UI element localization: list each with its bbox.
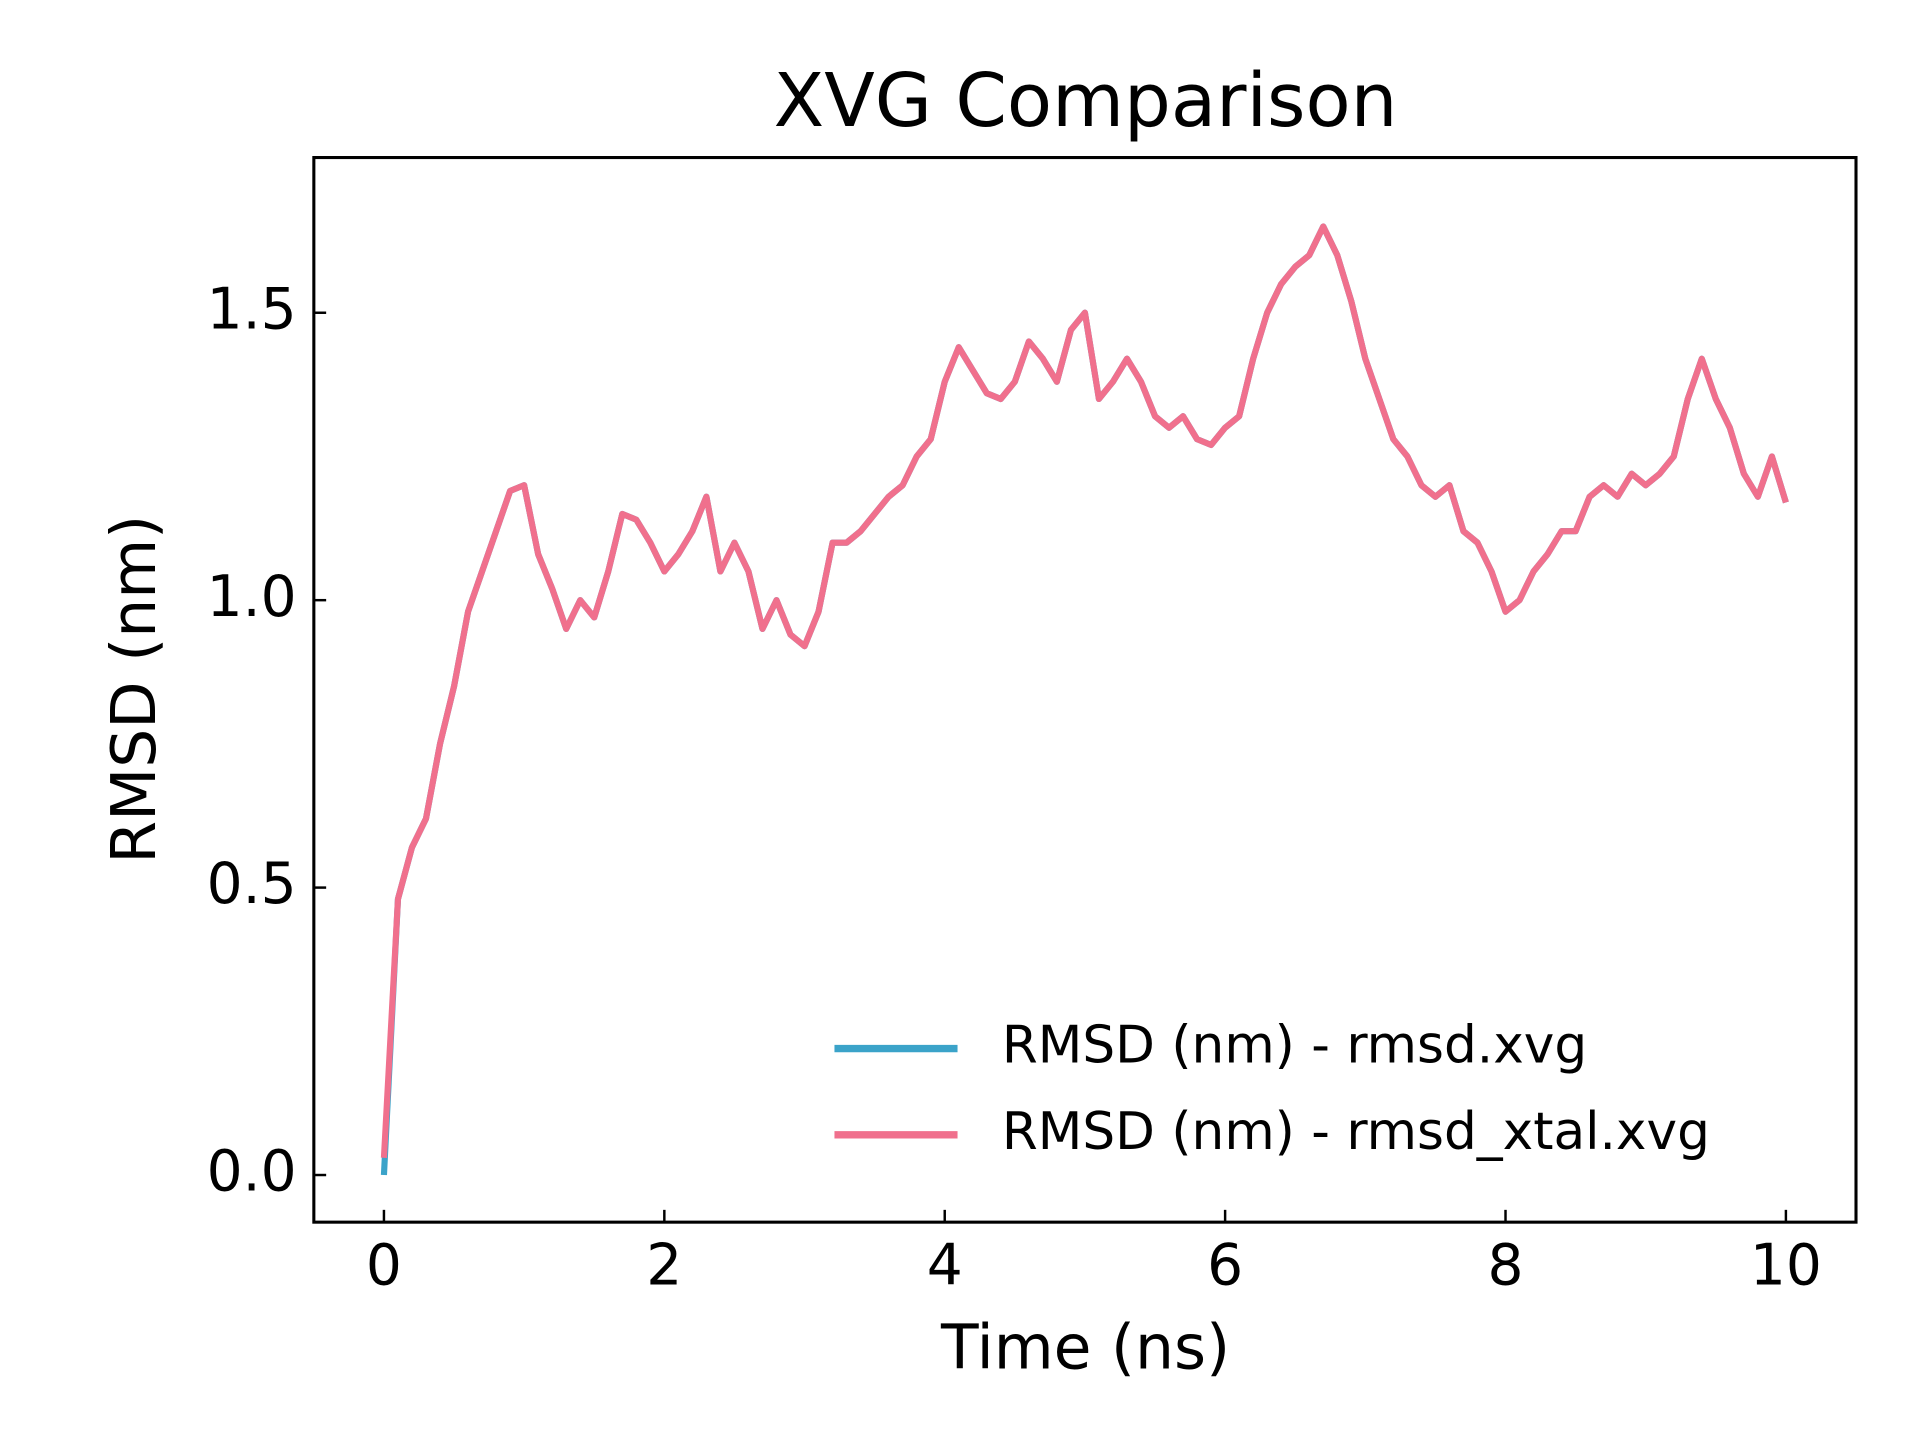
y-axis-label: RMSD (nm) (98, 515, 170, 864)
x-axis-label: Time (ns) (940, 1311, 1230, 1383)
plot-frame (312, 156, 1858, 1224)
series-line (380, 223, 1789, 1158)
y-tick-label: 1.5 (207, 276, 297, 342)
x-tick-label: 0 (366, 1233, 402, 1299)
y-tick-label: 0.0 (207, 1139, 297, 1205)
legend-label: RMSD (nm) - rmsd_xtal.xvg (1002, 1102, 1710, 1162)
chart-title: XVG Comparison (774, 58, 1398, 144)
y-tick-label: 1.0 (207, 564, 297, 630)
x-tick-label: 2 (646, 1233, 682, 1299)
x-tick-label: 8 (1487, 1233, 1523, 1299)
x-tick-label: 4 (927, 1233, 963, 1299)
x-tick-label: 10 (1750, 1233, 1822, 1299)
legend-label: RMSD (nm) - rmsd.xvg (1002, 1016, 1587, 1076)
y-tick-label: 0.5 (207, 851, 297, 917)
x-tick-label: 6 (1207, 1233, 1243, 1299)
